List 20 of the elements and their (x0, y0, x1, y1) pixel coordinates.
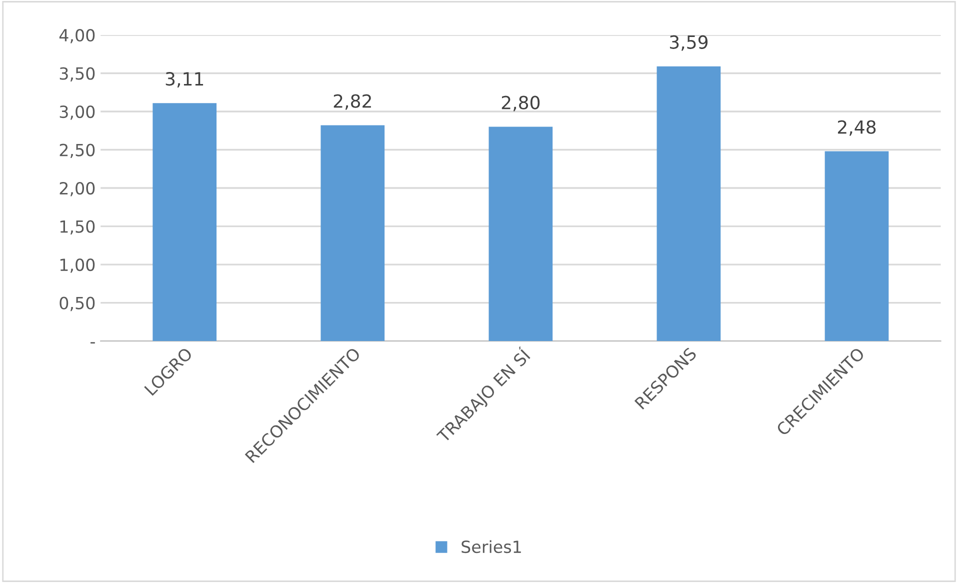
y-tick-label: 1,00 (60, 258, 95, 273)
data-label: 3,59 (670, 35, 708, 51)
data-label: 2,48 (838, 120, 876, 136)
legend-label: Series1 (462, 540, 521, 554)
y-tick-label: 1,50 (60, 220, 95, 235)
y-tick-label: 2,00 (60, 182, 95, 196)
y-tick-label: 3,50 (60, 67, 95, 82)
bar (488, 126, 553, 342)
y-tick-label: - (90, 342, 95, 344)
bar (320, 125, 385, 342)
data-label: 3,11 (166, 72, 204, 88)
data-label: 2,80 (502, 96, 540, 112)
data-label: 2,82 (334, 94, 371, 110)
y-tick-label: 3,00 (60, 105, 95, 120)
y-tick-label: 2,50 (60, 144, 95, 158)
bar (656, 66, 721, 342)
y-tick-label: 0,50 (60, 296, 95, 312)
y-tick-label: 4,00 (59, 28, 95, 44)
bar (152, 103, 217, 342)
bar (824, 151, 889, 342)
